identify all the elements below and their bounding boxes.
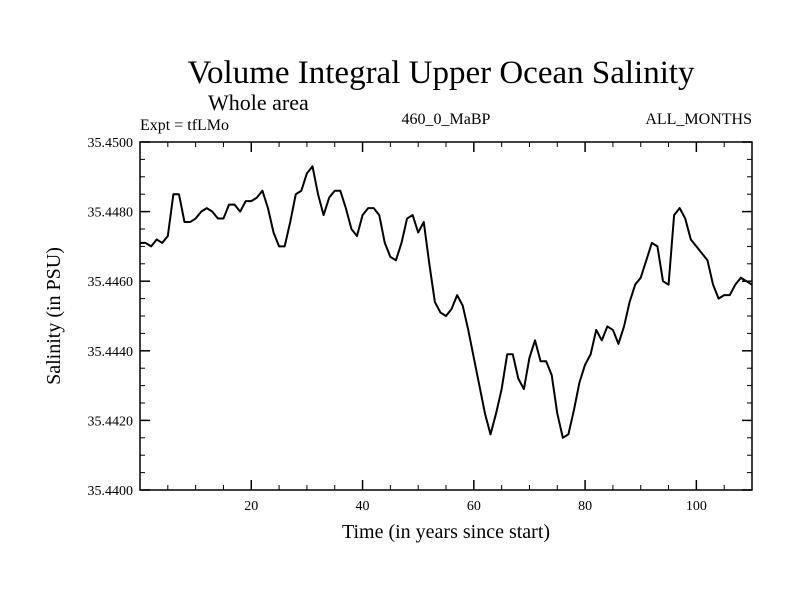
y-tick-label: 35.4460	[88, 275, 134, 290]
y-axis-ticks	[140, 141, 752, 491]
y-tick-label: 35.4480	[88, 206, 134, 221]
y-tick-label: 35.4420	[88, 414, 134, 429]
x-axis-label: Time (in years since start)	[342, 521, 550, 543]
salinity-series-line	[140, 165, 753, 439]
y-axis-label: Salinity (in PSU)	[43, 247, 65, 385]
y-tick-label: 35.4500	[88, 136, 134, 151]
x-tick-label: 20	[244, 499, 258, 514]
chart-subtitle: Whole area	[208, 90, 309, 115]
months-label: ALL_MONTHS	[645, 111, 752, 128]
y-tick-label: 35.4400	[88, 484, 134, 499]
x-tick-label: 40	[356, 499, 370, 514]
period-label: 460_0_MaBP	[402, 111, 491, 128]
chart-title: Volume Integral Upper Ocean Salinity	[187, 55, 695, 91]
x-tick-label: 60	[467, 499, 481, 514]
x-axis-tick-labels: 20 40 60 80 100	[244, 499, 707, 514]
y-tick-label: 35.4440	[88, 345, 134, 360]
experiment-label: Expt = tfLMo	[140, 117, 229, 134]
x-tick-label: 80	[578, 499, 592, 514]
x-axis-ticks	[139, 142, 753, 490]
x-tick-label: 100	[686, 499, 707, 514]
y-axis-tick-labels: 35.4400 35.4420 35.4440 35.4460 35.4480 35.45…	[88, 136, 134, 499]
